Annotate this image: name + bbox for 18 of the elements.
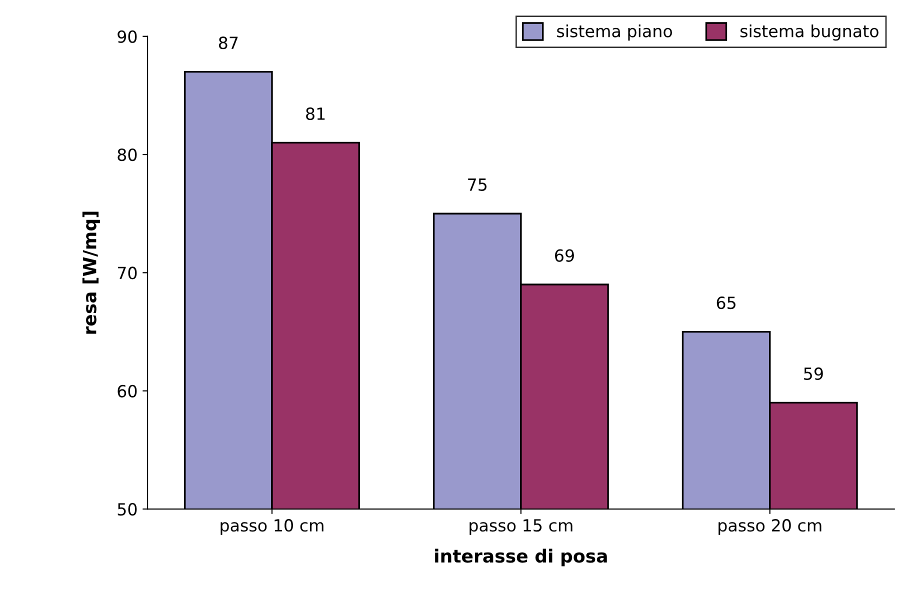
y-tick-label: 50 [118,503,137,516]
y-tick-label: 70 [118,266,137,280]
x-tick-label: passo 10 cm [220,519,324,535]
data-label: 87 [218,36,238,50]
legend-label: sistema piano [557,24,672,41]
data-label: 81 [306,107,325,120]
data-label: 75 [468,178,487,191]
y-tick-label: 90 [118,30,137,43]
x-axis-title: interasse di posa [435,548,607,566]
data-label: 69 [555,249,574,262]
y-tick-label: 60 [118,384,137,398]
x-tick-label: passo 20 cm [718,519,822,535]
y-axis-title: resa [W/mq] [82,212,100,334]
y-tick-label: 80 [118,148,137,162]
data-label: 59 [804,367,823,380]
data-label: 65 [716,296,736,310]
x-tick-label: passo 15 cm [470,519,572,535]
legend-label: sistema bugnato [740,24,878,41]
